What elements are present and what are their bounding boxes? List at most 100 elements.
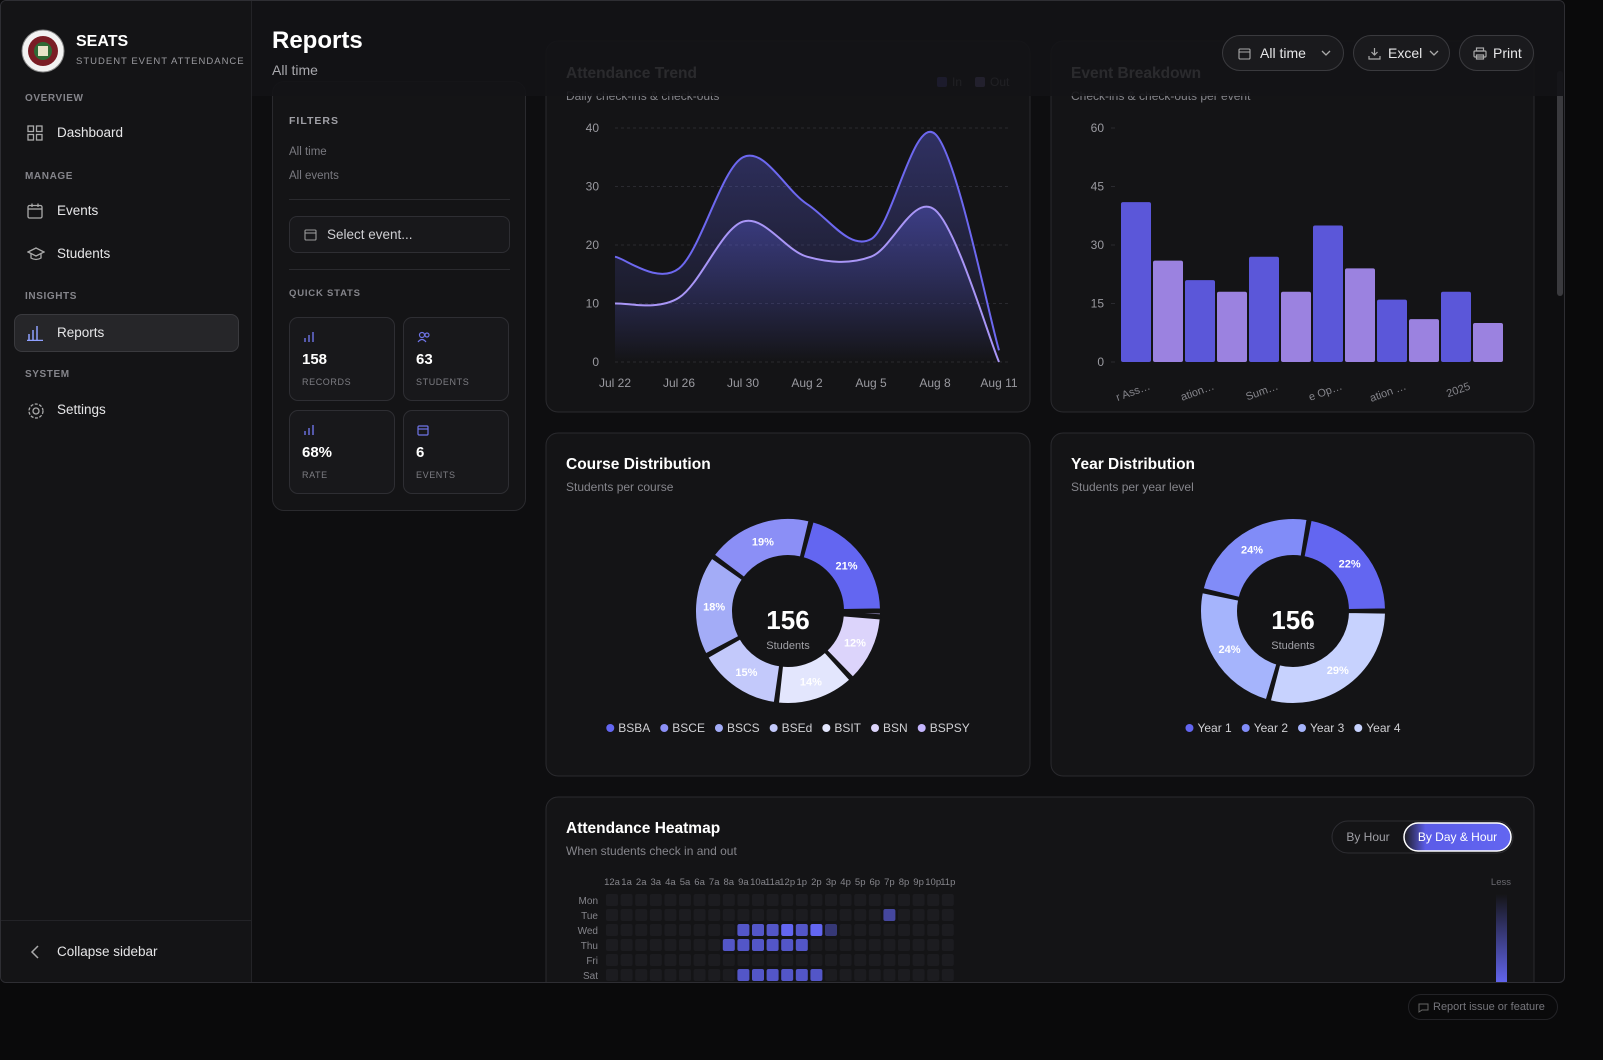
stat-value: 158 [302,351,328,368]
heat-cell [810,924,823,936]
charts-area: Attendance TrendDaily check-ins & check-… [545,40,1563,982]
period-button[interactable]: All time [1222,35,1344,71]
heat-cell [708,924,721,936]
legend-dot [871,724,880,732]
heat-cell [752,924,764,936]
x-tick-label: 11a [765,877,781,888]
heat-cell [781,954,794,966]
toggle-label: By Hour [1346,830,1389,844]
heat-cell [912,954,925,966]
y-tick-label: Fri [586,956,598,967]
heat-cell [898,969,910,981]
heat-cell [912,894,925,906]
event-select[interactable]: Select event... [289,216,510,253]
x-tick-label: 3a [651,877,662,888]
heat-cell [679,939,691,951]
heat-cell [941,939,954,951]
heat-cell [693,954,706,966]
legend-dot [660,724,669,732]
heat-cell [795,909,808,921]
center-value: 156 [1271,605,1314,635]
icon [1418,1003,1429,1013]
report-issue-label: Report issue or feature [1433,1001,1545,1013]
heat-cell [941,969,954,981]
stat-label: STUDENTS [416,377,470,387]
heat-cell [693,924,706,936]
x-tick-label: 2p [811,877,822,888]
heat-cell [766,909,779,921]
heat-cell [649,969,662,981]
donut-slice [1201,517,1309,600]
heat-cell [941,894,954,906]
donut-slice [1302,518,1388,612]
card [1050,432,1535,777]
heat-cell [810,969,823,981]
legend-dot [1354,724,1363,732]
bar [1121,202,1151,362]
icon [304,332,314,342]
heat-cell [898,909,910,921]
heat-cell [927,939,940,951]
stat-label: RECORDS [302,377,352,387]
heat-cell [606,954,618,966]
x-tick-label: 4p [840,877,851,888]
x-tick-label: 7p [884,877,895,888]
y-tick-label: 15 [1091,297,1105,311]
heat-cell [854,894,867,906]
heat-cell [649,924,662,936]
print-button[interactable]: Print [1459,35,1534,71]
y-tick-label: 30 [586,180,600,194]
card-title: Attendance Heatmap [566,820,720,837]
heat-cell [912,939,925,951]
heat-cell [679,924,691,936]
heat-cell [854,954,867,966]
section-label: INSIGHTS [25,291,78,302]
heat-cell [810,909,823,921]
bar [1153,260,1183,362]
legend-label: BSCE [672,721,705,735]
icon [27,326,43,341]
slice-label: 14% [800,676,822,688]
nav-item[interactable]: Students [14,235,239,273]
page-title: Reports [272,27,363,54]
legend: BSBA BSCE BSCS BSEd BSIT BSN BSPSY [606,721,970,735]
area [615,206,999,362]
filter-value: All events [289,170,339,182]
heat-cell [825,894,837,906]
report-issue-button[interactable]: Report issue or feature [1408,994,1558,1020]
y-tick-label: Mon [579,896,598,907]
heat-cell [606,924,618,936]
bar [1281,291,1311,362]
nav-item[interactable]: Settings [14,391,239,429]
donut-slice [1199,590,1279,702]
slice-label: 29% [1327,665,1349,677]
nav-item[interactable]: Reports [14,314,239,352]
bar [1313,225,1343,362]
select-placeholder: Select event... [327,227,413,242]
collapse-button[interactable]: Collapse sidebar [14,933,239,971]
legend-label: BSBA [618,721,650,735]
heat-cell [649,939,662,951]
heat-cell [854,939,867,951]
nav-item[interactable]: Dashboard [14,114,239,152]
section-label: OVERVIEW [25,93,84,104]
slice-label: 18% [703,601,725,613]
nav-item[interactable]: Events [14,192,239,230]
panel-title: FILTERS [289,115,339,127]
legend-dot [1298,724,1306,732]
export-excel-button[interactable]: Excel [1353,35,1450,71]
icon [1238,48,1251,60]
button-label: All time [1260,45,1306,61]
heat-cell [810,954,823,966]
y-tick-label: Tue [581,911,598,922]
y-tick-label: 60 [1091,121,1105,135]
x-tick-label: 5p [855,877,866,888]
heat-cell [752,954,764,966]
x-tick-label: 6p [870,877,881,888]
stat-value: 68% [302,444,333,461]
x-tick-label: Aug 5 [855,376,887,390]
heat-cell [649,894,662,906]
toggle-active [1403,822,1512,852]
heat-cell [752,894,764,906]
